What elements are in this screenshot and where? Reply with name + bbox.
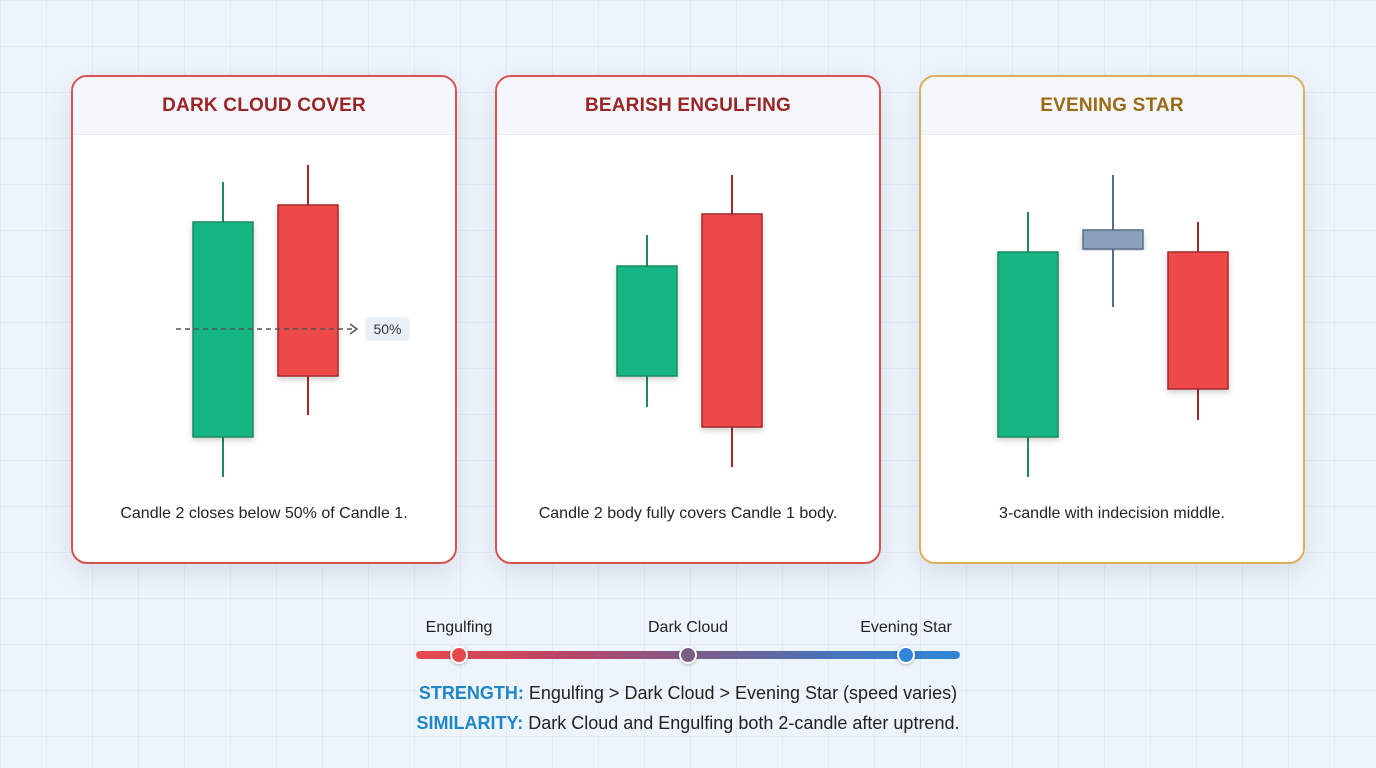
bearish-candle xyxy=(701,175,763,467)
similarity-note: SIMILARITY: Dark Cloud and Engulfing bot… xyxy=(0,713,1376,734)
card-caption: Candle 2 body fully covers Candle 1 body… xyxy=(538,505,838,522)
bullish-candle xyxy=(997,212,1059,477)
card-title: EVENING STAR xyxy=(921,77,1303,135)
card-dark-cloud-cover: DARK CLOUD COVER 50% Candle 2 closes bel… xyxy=(71,75,457,564)
bearish-candle xyxy=(1167,222,1229,420)
strength-text: Engulfing > Dark Cloud > Evening Star (s… xyxy=(523,683,958,703)
dark-cloud-candles: 50% xyxy=(176,165,410,477)
strength-note: STRENGTH: Engulfing > Dark Cloud > Eveni… xyxy=(0,683,1376,704)
scale-dot-engulfing xyxy=(450,646,468,664)
evening-star-candles xyxy=(997,175,1229,477)
card-title: DARK CLOUD COVER xyxy=(73,77,455,135)
card-evening-star: EVENING STAR 3-candle with indecision mi… xyxy=(919,75,1305,564)
indecision-candle xyxy=(1082,175,1144,307)
scale-dot-evening-star xyxy=(897,646,915,664)
fifty-percent-label: 50% xyxy=(373,321,401,337)
midpoint-marker: 50% xyxy=(176,317,410,341)
engulfing-candles xyxy=(616,175,763,467)
similarity-key: SIMILARITY: xyxy=(416,713,524,733)
scale-label-engulfing: Engulfing xyxy=(425,619,493,636)
scale-dot-dark-cloud xyxy=(679,646,697,664)
card-caption: 3-candle with indecision middle. xyxy=(999,505,1225,522)
strength-key: STRENGTH: xyxy=(418,683,524,703)
scale-label-evening-star: Evening Star xyxy=(860,619,952,636)
card-bearish-engulfing: BEARISH ENGULFING Candle 2 body fully co… xyxy=(495,75,881,564)
card-title: BEARISH ENGULFING xyxy=(497,77,879,135)
bullish-candle xyxy=(616,235,678,407)
scale-label-dark-cloud: Dark Cloud xyxy=(647,619,729,636)
similarity-text: Dark Cloud and Engulfing both 2-candle a… xyxy=(523,713,960,733)
card-caption: Candle 2 closes below 50% of Candle 1. xyxy=(120,505,408,522)
bearish-candle xyxy=(277,165,339,415)
